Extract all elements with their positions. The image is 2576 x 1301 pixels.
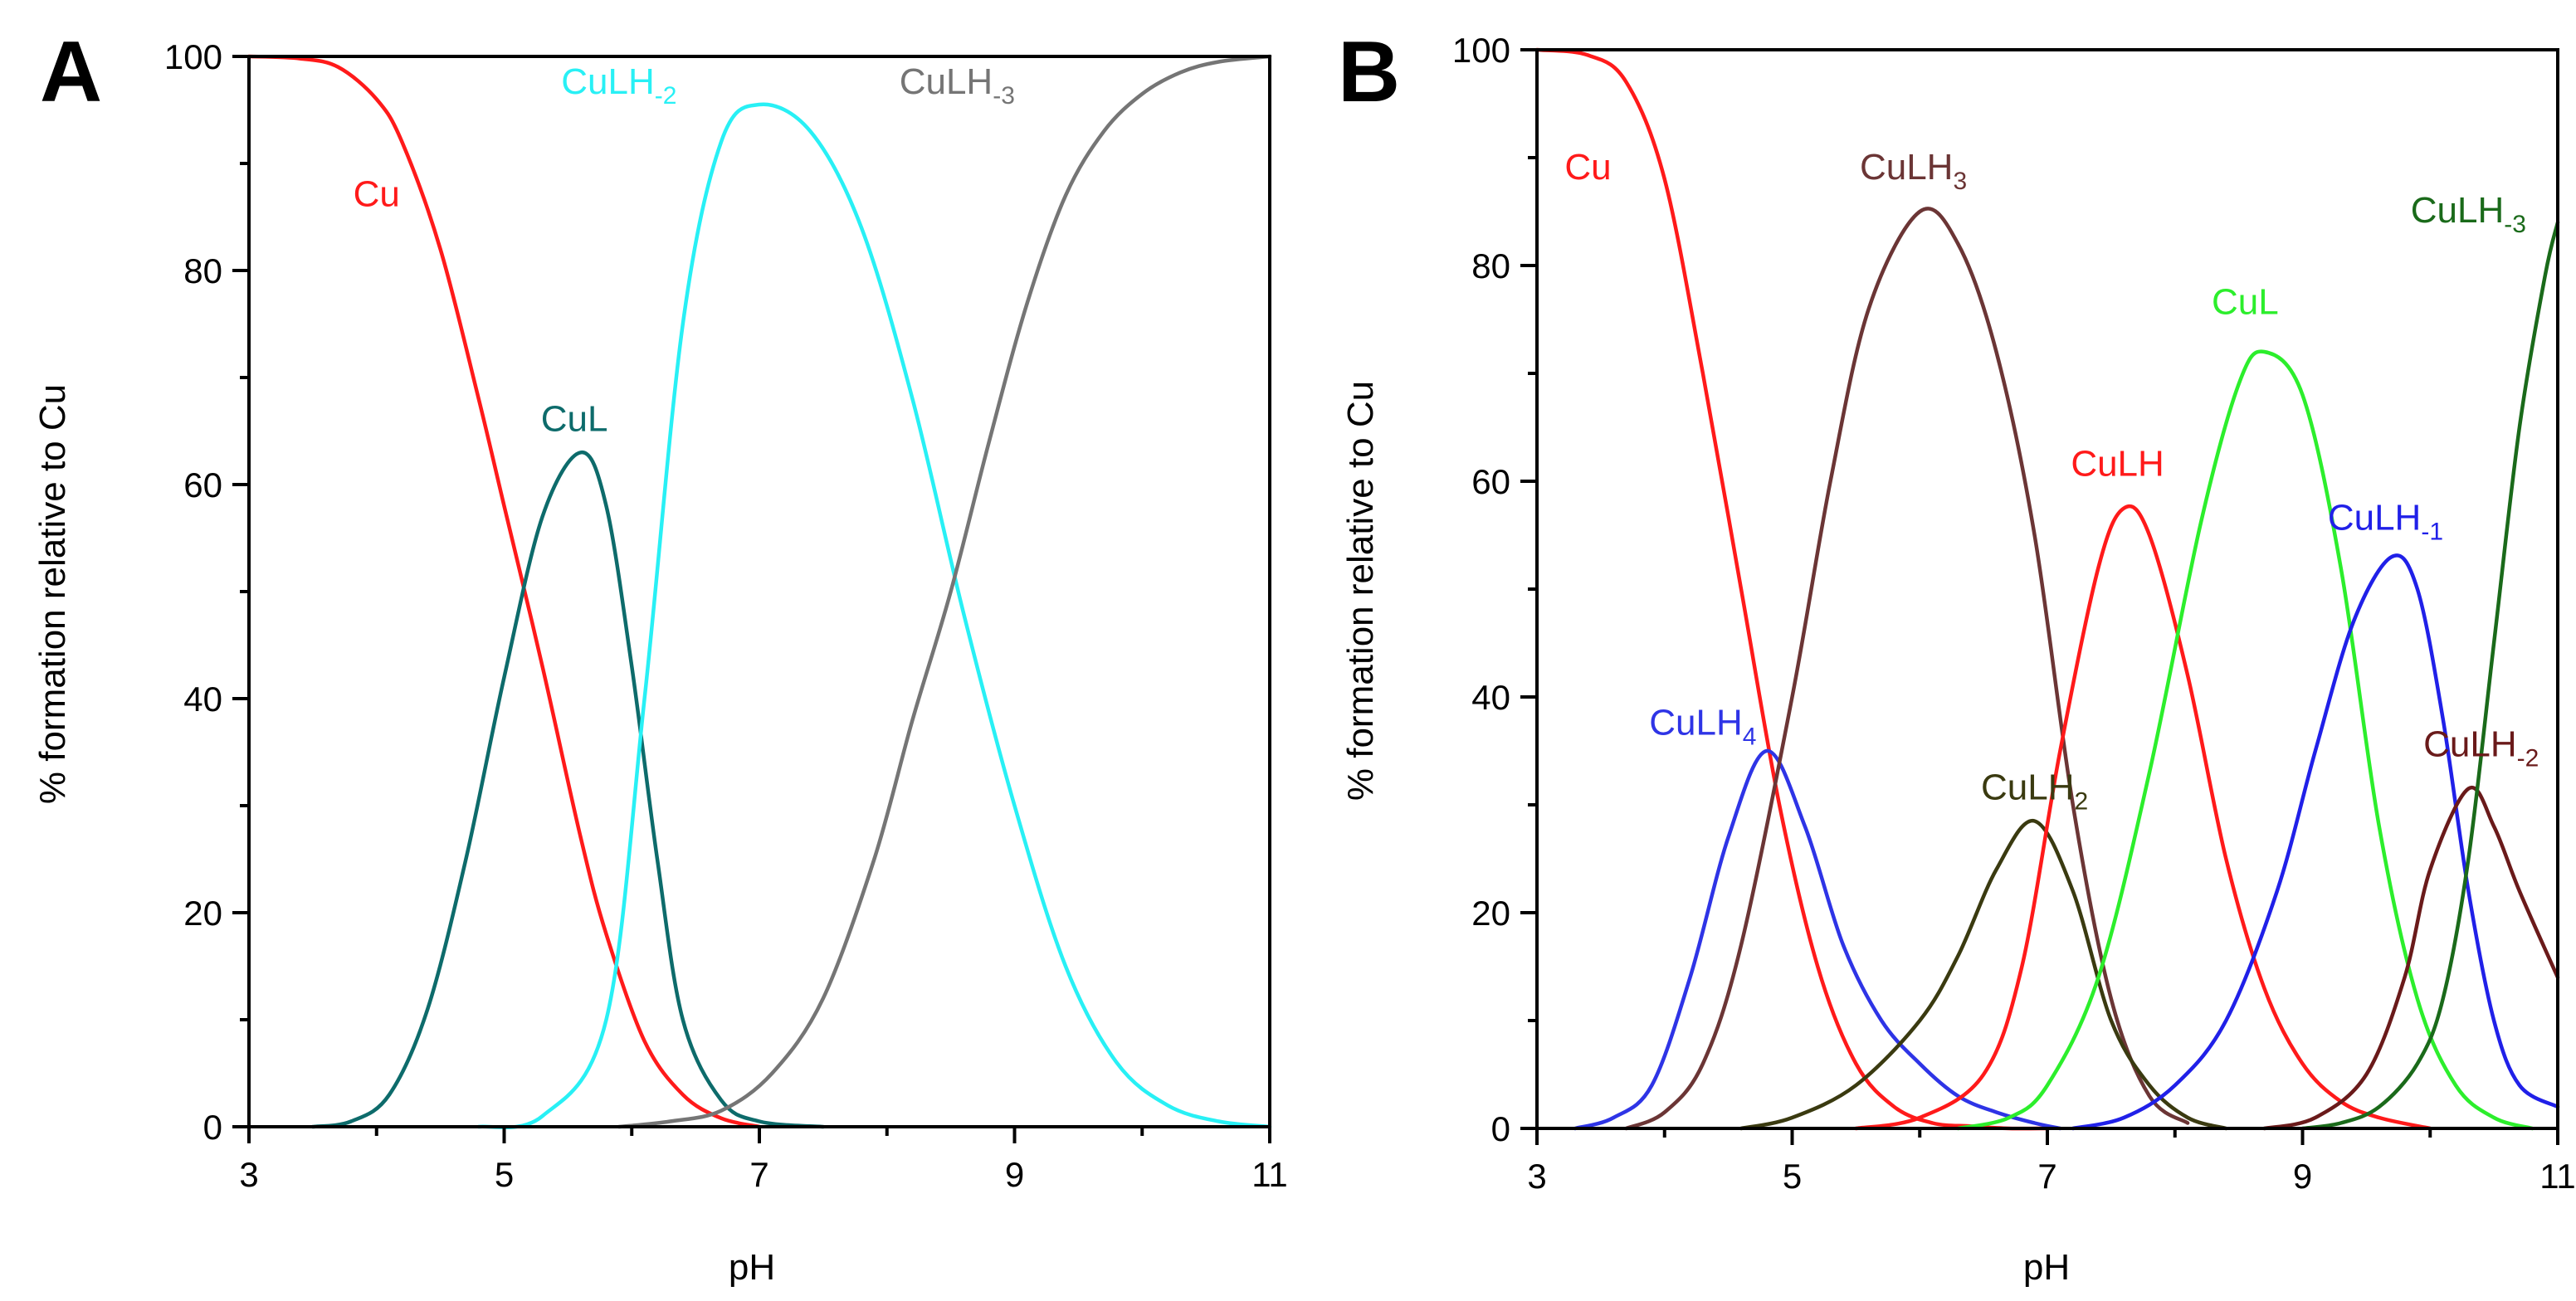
x-tick-label: 5 bbox=[1783, 1157, 1802, 1196]
series-line-cul bbox=[310, 451, 826, 1129]
x-tick-label: 5 bbox=[495, 1155, 514, 1194]
y-tick-label: 60 bbox=[1471, 462, 1510, 501]
series-labels: Cu CuL CuLH-2 CuLH-3 bbox=[354, 61, 1015, 439]
y-axis-title: % formation relative to Cu bbox=[1340, 381, 1381, 801]
panel-a: A % formation relative to Cu pH 3 5 7 9 11 0 2… bbox=[32, 24, 1288, 1288]
x-tick-label: 7 bbox=[749, 1155, 768, 1194]
y-tick-label: 40 bbox=[1471, 678, 1510, 717]
series-line-culh-1 bbox=[2071, 553, 2560, 1131]
series-label-cu: Cu bbox=[354, 174, 400, 215]
series-line-culh4 bbox=[1573, 748, 2062, 1131]
x-tick-label: 11 bbox=[1251, 1155, 1288, 1194]
series-line-culh-2 bbox=[476, 102, 1272, 1130]
series-line-culh-2 bbox=[2262, 785, 2560, 1131]
panel-b: B % formation relative to Cu pH 3 5 7 9 11 0 2… bbox=[1338, 24, 2576, 1288]
y-tick-label: 80 bbox=[1471, 246, 1510, 285]
y-axis-title: % formation relative to Cu bbox=[32, 384, 73, 804]
curves bbox=[1534, 47, 2560, 1131]
x-axis-title: pH bbox=[2023, 1247, 2070, 1288]
panel-label: A bbox=[40, 24, 102, 120]
curves bbox=[246, 54, 1272, 1130]
ticks: 3 5 7 9 11 0 20 40 60 80 100 bbox=[164, 37, 1288, 1194]
x-tick-label: 9 bbox=[2293, 1157, 2312, 1196]
series-line-culh-3 bbox=[2300, 220, 2560, 1131]
series-label-culh-2: CuLH-2 bbox=[2423, 724, 2539, 772]
series-line-culh bbox=[1854, 504, 2432, 1131]
y-tick-label: 100 bbox=[164, 37, 222, 76]
y-tick-label: 20 bbox=[183, 894, 222, 933]
x-tick-label: 11 bbox=[2539, 1157, 2576, 1196]
series-label-cu: Cu bbox=[1564, 147, 1611, 188]
series-label-culh2: CuLH2 bbox=[1981, 767, 2088, 816]
series-label-culh-2: CuLH-2 bbox=[561, 61, 676, 110]
y-tick-label: 0 bbox=[1491, 1109, 1510, 1148]
y-tick-label: 100 bbox=[1452, 31, 1510, 70]
y-tick-label: 60 bbox=[183, 465, 222, 504]
series-line-cul bbox=[1956, 349, 2535, 1131]
y-tick-label: 0 bbox=[203, 1108, 222, 1147]
series-label-culh4: CuLH4 bbox=[1649, 703, 1756, 751]
series-label-culh-3: CuLH-3 bbox=[2411, 190, 2526, 238]
series-label-cul: CuL bbox=[541, 399, 608, 440]
series-label-culh-1: CuLH-1 bbox=[2328, 498, 2443, 546]
x-axis-title: pH bbox=[729, 1247, 775, 1288]
x-tick-label: 3 bbox=[239, 1155, 258, 1194]
series-line-cu bbox=[1534, 47, 2050, 1131]
series-line-culh2 bbox=[1739, 819, 2228, 1131]
series-line-cu bbox=[246, 54, 762, 1129]
x-tick-label: 9 bbox=[1005, 1155, 1024, 1194]
y-tick-label: 40 bbox=[183, 680, 222, 719]
series-label-culh3: CuLH3 bbox=[1860, 147, 1967, 195]
series-line-culh3 bbox=[1624, 207, 2190, 1131]
series-label-culh: CuLH bbox=[2071, 444, 2164, 485]
series-line-culh-3 bbox=[617, 54, 1272, 1129]
x-tick-label: 7 bbox=[2037, 1157, 2056, 1196]
series-label-culh-3: CuLH-3 bbox=[900, 61, 1015, 110]
series-labels: Cu CuLH4 CuLH3 CuLH2 CuLH CuL CuLH-1 CuLH-2 CuLH… bbox=[1564, 147, 2539, 816]
ticks: 3 5 7 9 11 0 20 40 60 80 100 bbox=[1452, 31, 2576, 1196]
y-tick-label: 20 bbox=[1471, 894, 1510, 933]
panel-label: B bbox=[1338, 24, 1400, 120]
x-tick-label: 3 bbox=[1527, 1157, 1546, 1196]
y-tick-label: 80 bbox=[183, 251, 222, 290]
series-label-cul: CuL bbox=[2212, 282, 2279, 323]
